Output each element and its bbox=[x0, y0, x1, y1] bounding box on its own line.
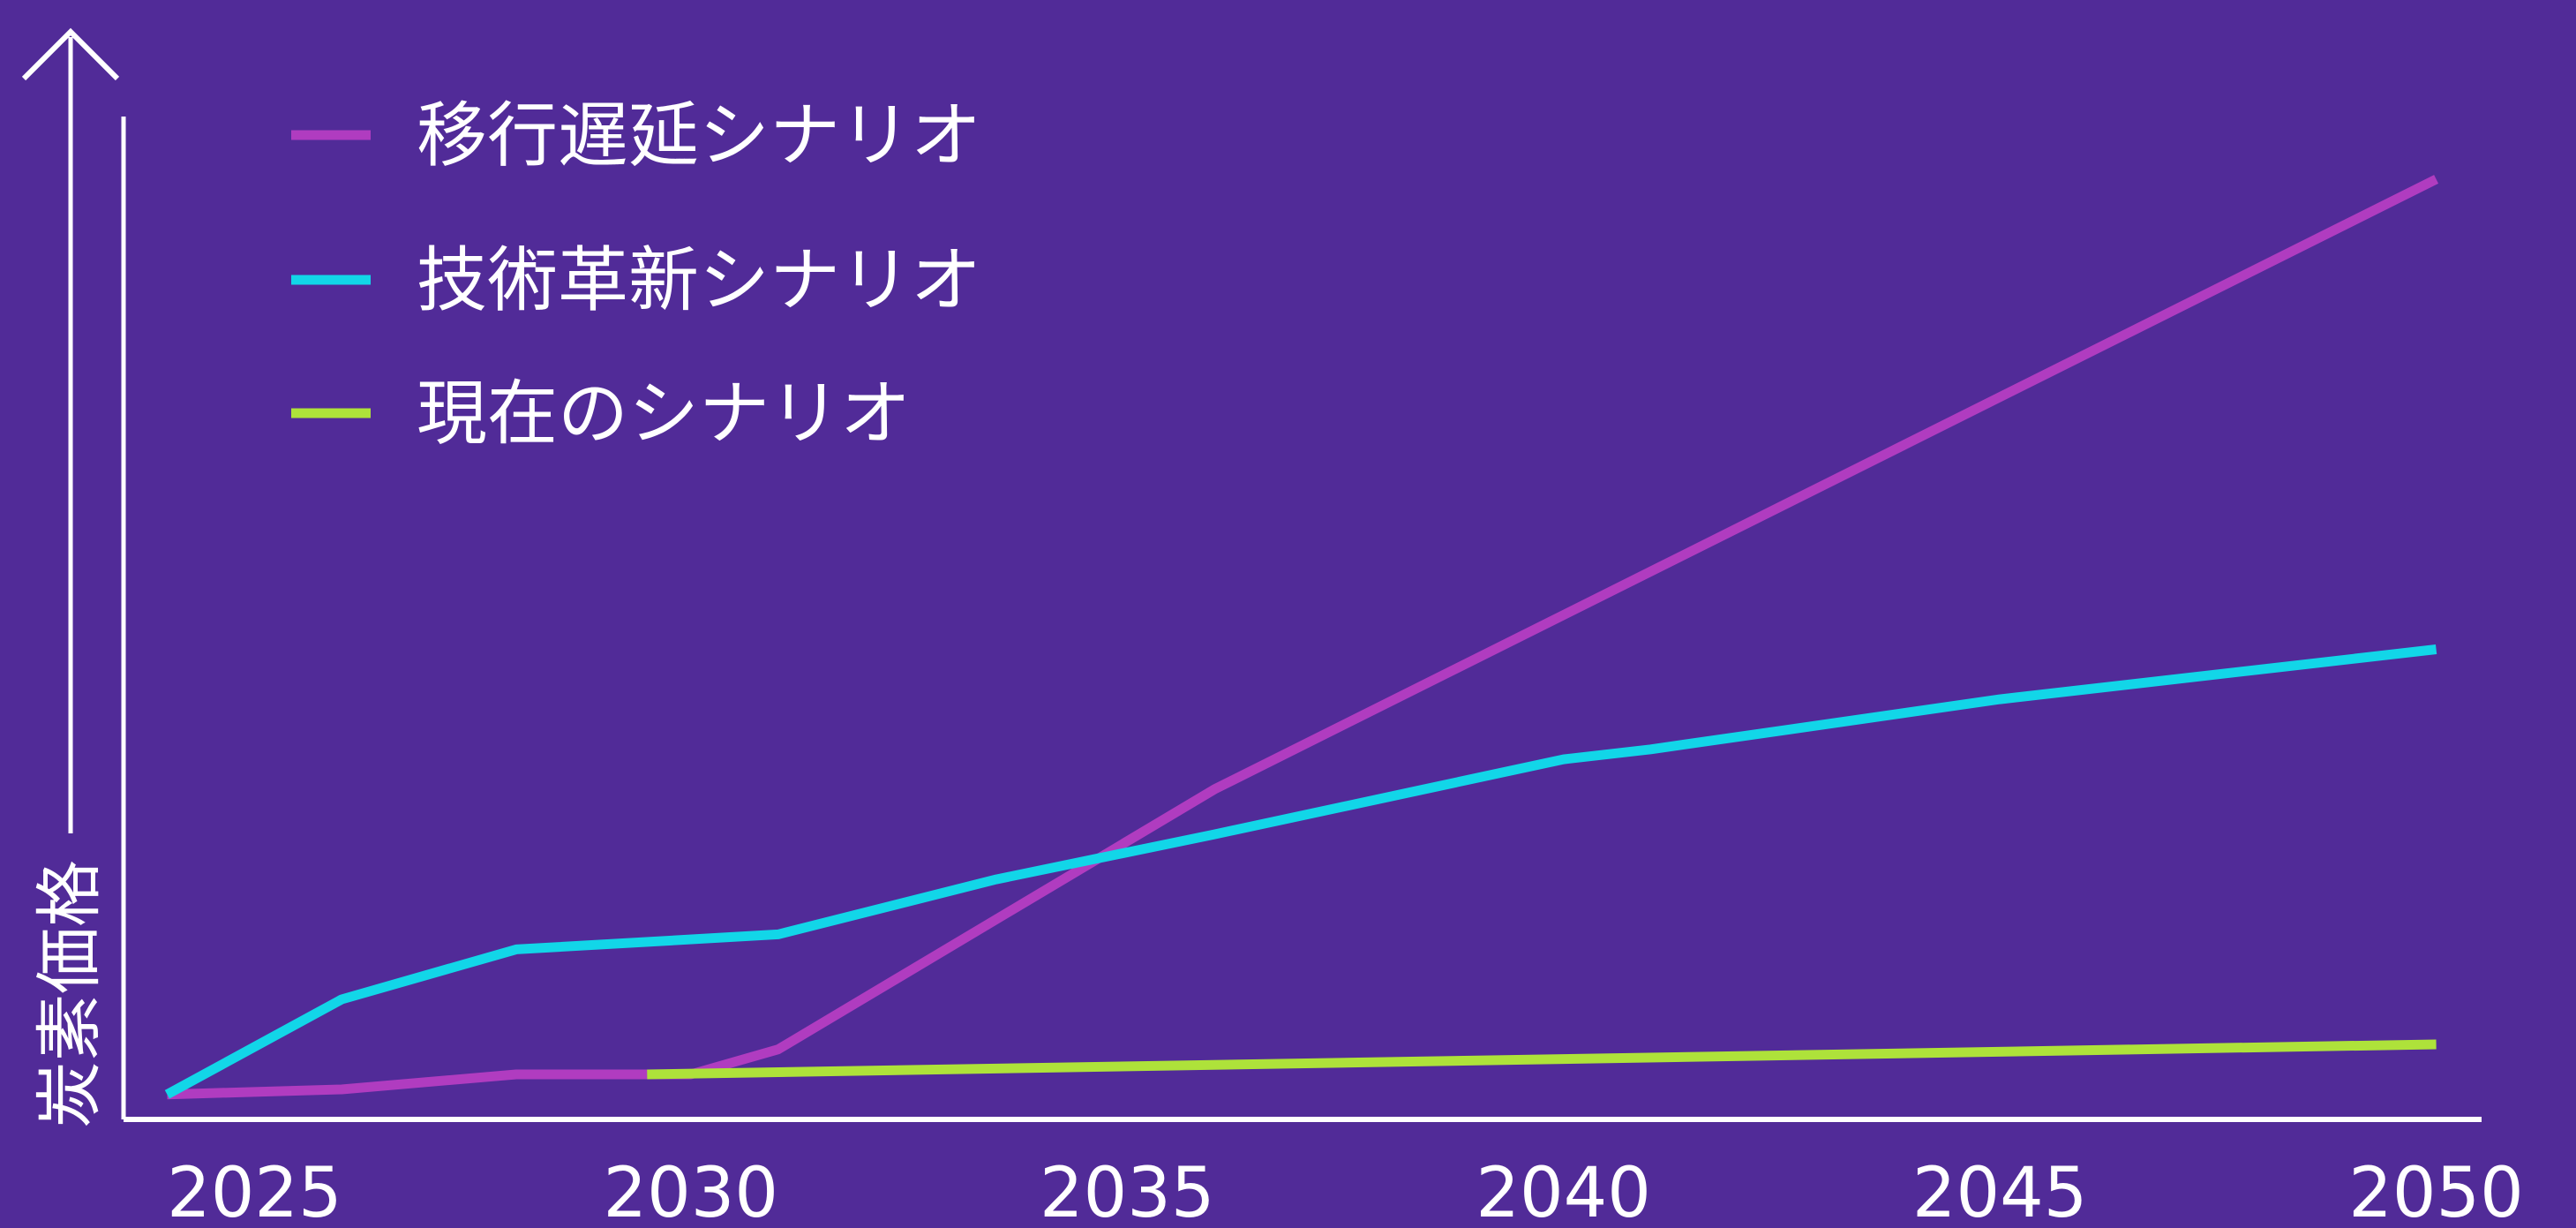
x-tick-label: 2040 bbox=[1476, 1154, 1651, 1224]
x-tick-label: 2035 bbox=[1040, 1154, 1215, 1224]
x-tick-label: 2045 bbox=[1912, 1154, 2088, 1224]
x-tick-label: 2025 bbox=[167, 1154, 342, 1224]
x-tick-label: 2030 bbox=[604, 1154, 779, 1224]
x-tick-label: 2050 bbox=[2348, 1154, 2524, 1224]
axes bbox=[21, 27, 2482, 1122]
series-line-3 bbox=[647, 1039, 2437, 1080]
legend-label: 現在のシナリオ bbox=[417, 373, 911, 455]
legend-label: 移行遅延シナリオ bbox=[417, 94, 981, 177]
series-lines bbox=[164, 175, 2439, 1100]
y-axis-title: 炭素価格 bbox=[30, 860, 109, 1128]
legend-label: 技術革新シナリオ bbox=[417, 239, 981, 321]
y-arrow-head-icon bbox=[21, 27, 120, 81]
x-tick-labels: 2025 2030 2035 2040 2045 2050 bbox=[167, 1154, 2524, 1228]
series-line-2 bbox=[164, 644, 2437, 1099]
